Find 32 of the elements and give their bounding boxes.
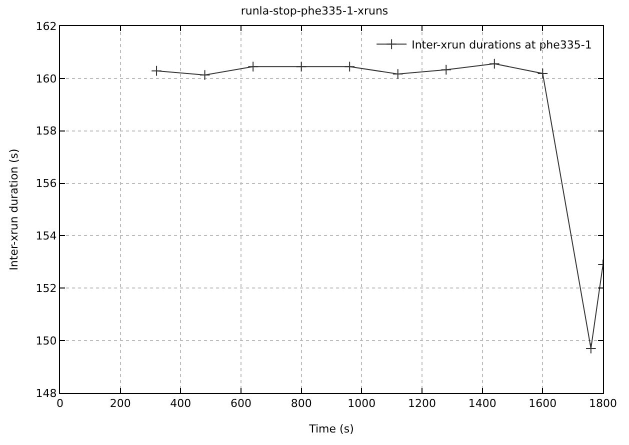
chart-title: runla-stop-phe335-1-xruns (240, 4, 388, 18)
point (344, 61, 355, 72)
point (489, 58, 500, 70)
point (392, 68, 404, 80)
x-tick-label: 200 (110, 397, 131, 410)
point (151, 65, 162, 76)
y-tick-label: 162 (36, 20, 57, 33)
y-tick-label: 148 (36, 386, 57, 400)
x-tick-label: 400 (170, 397, 192, 410)
point (537, 68, 548, 79)
point (199, 70, 210, 80)
x-tick-label: 1000 (348, 397, 376, 410)
point (586, 343, 596, 354)
y-tick-label: 156 (36, 177, 57, 190)
y-tick-label: 152 (36, 282, 57, 295)
y-tick-label: 150 (36, 334, 57, 348)
x-tick-label: 1600 (528, 397, 557, 410)
x-tick-label: 1400 (468, 397, 496, 410)
y-tick-label: 160 (36, 72, 57, 86)
x-tick-label: 1800 (589, 397, 617, 410)
y-axis-title: Inter-xrun duration (s) (7, 148, 20, 270)
x-tick-label: 0 (56, 397, 64, 410)
x-tick-label: 600 (230, 397, 252, 410)
point (440, 64, 452, 76)
point (248, 61, 258, 72)
y-tick-label: 154 (36, 230, 57, 243)
legend-label: Inter-xrun durations at phe335-1 (412, 38, 592, 52)
point (296, 61, 307, 72)
x-tick-label: 1200 (408, 397, 436, 410)
y-tick-label: 158 (36, 124, 57, 138)
x-axis-title: Time (s) (308, 422, 354, 436)
x-tick-label: 800 (290, 397, 312, 410)
